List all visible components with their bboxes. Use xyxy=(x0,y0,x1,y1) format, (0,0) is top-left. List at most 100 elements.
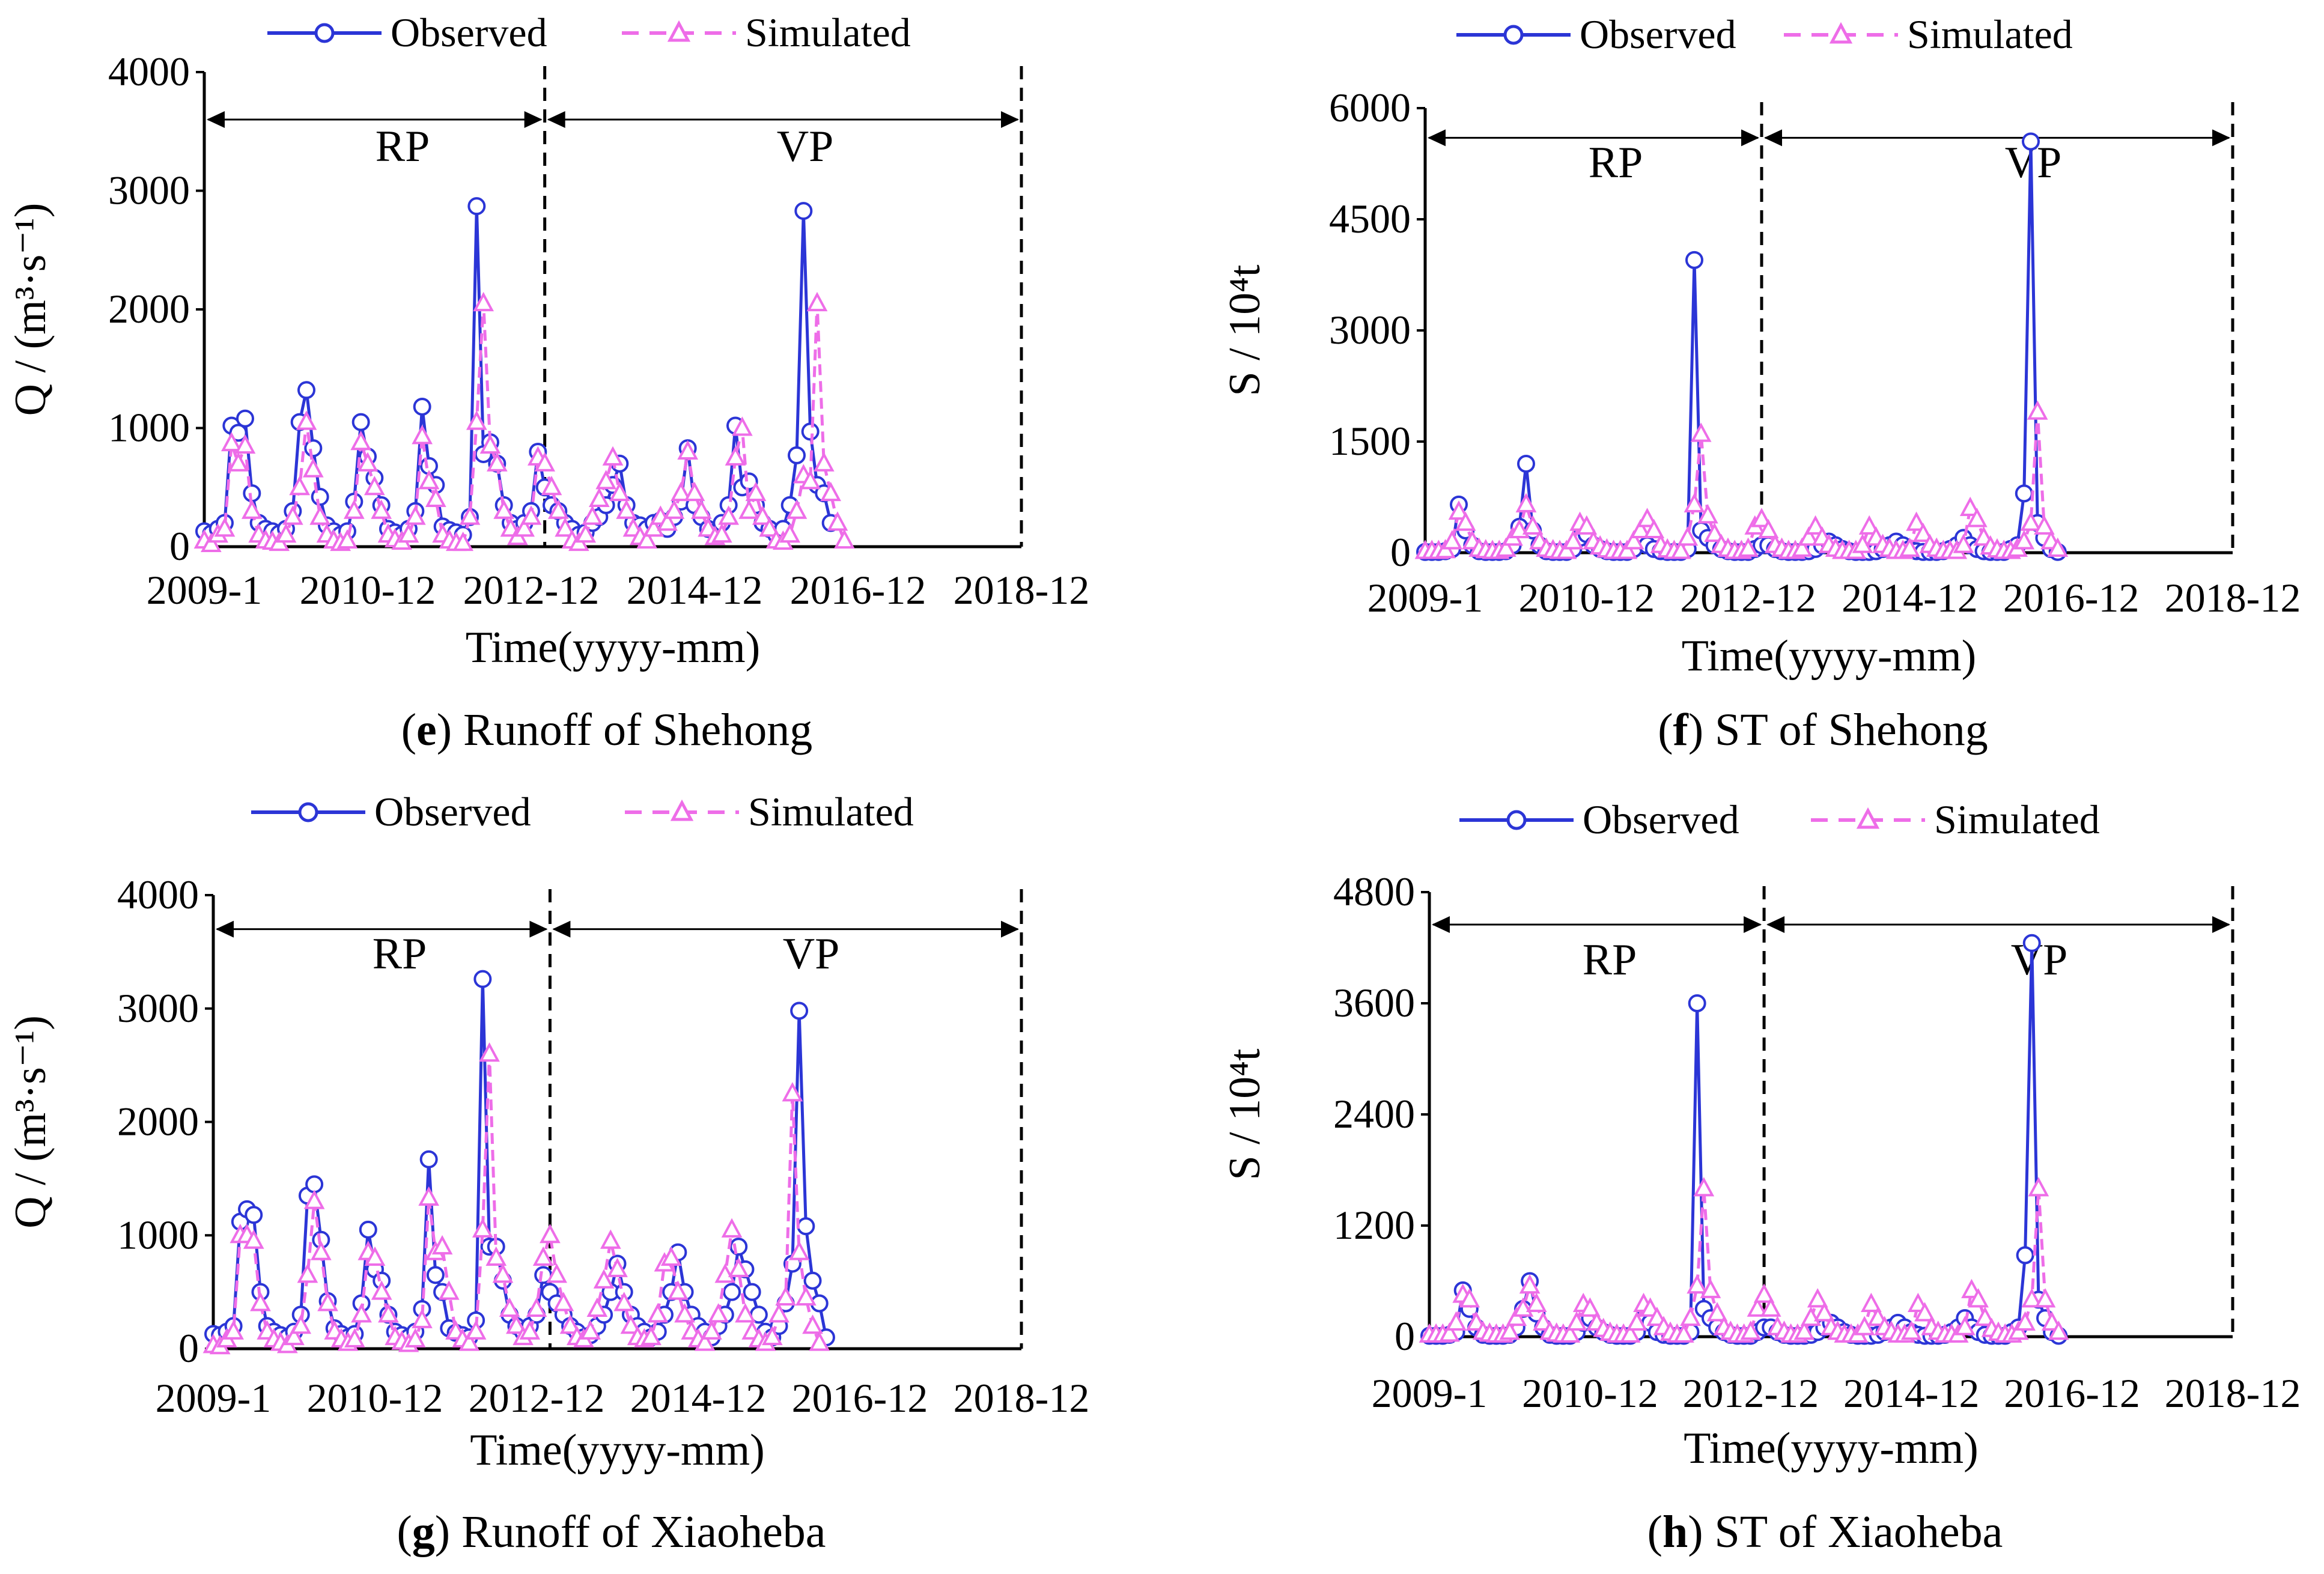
x-tick-label: 2018-12 xyxy=(2165,1370,2301,1416)
simulated-point xyxy=(1499,1320,1521,1340)
series-simulated xyxy=(193,291,855,553)
simulated-point xyxy=(1954,1316,1976,1335)
simulated-point xyxy=(1753,1283,1775,1303)
simulated-point xyxy=(486,452,508,472)
simulated-point xyxy=(580,1320,601,1340)
simulated-point xyxy=(465,1320,487,1340)
legend: Observed Simulated xyxy=(251,789,914,834)
simulated-point xyxy=(718,505,740,525)
simulated-point xyxy=(775,1286,797,1306)
simulated-point xyxy=(2013,530,2035,550)
simulated-point xyxy=(228,452,249,472)
observed-point xyxy=(467,197,486,216)
rp-arrow-right-head xyxy=(524,111,543,128)
simulated-point xyxy=(289,476,311,496)
simulated-point xyxy=(2048,1320,2069,1340)
observed-point xyxy=(426,1266,445,1284)
chart-e-svg: Observed Simulated 0 1000 2000 3000 4000 2009-1… xyxy=(6,10,1089,755)
x-tick-label: 2016-12 xyxy=(792,1375,928,1421)
y-tick-label: 4800 xyxy=(1333,869,1415,914)
simulated-point xyxy=(1515,493,1537,512)
legend-observed-marker xyxy=(1506,810,1527,830)
simulated-point xyxy=(1556,539,1577,559)
simulated-point xyxy=(779,523,801,543)
simulated-point xyxy=(290,1314,312,1334)
x-tick-label: 2016-12 xyxy=(790,567,926,613)
simulated-point xyxy=(1495,537,1516,557)
vp-label: VP xyxy=(777,122,834,171)
simulated-point xyxy=(2021,1288,2043,1308)
simulated-point xyxy=(600,1229,621,1249)
panel-caption: (h) ST of Xiaoheba xyxy=(1647,1507,2003,1557)
simulated-point xyxy=(1441,530,1463,550)
simulated-point xyxy=(1697,504,1718,524)
simulated-point xyxy=(412,425,433,445)
x-tick-label: 2018-12 xyxy=(2165,575,2301,621)
simulated-point xyxy=(694,1331,716,1351)
chart-panel-e: Observed Simulated 0 1000 2000 3000 4000 2009-1… xyxy=(0,0,1162,787)
simulated-point xyxy=(336,529,358,549)
simulated-point xyxy=(540,1224,561,1244)
simulated-point xyxy=(1623,530,1644,550)
simulated-point xyxy=(1807,1288,1828,1308)
simulated-point xyxy=(1522,515,1544,535)
observed-point xyxy=(723,1283,741,1301)
simulated-point xyxy=(398,523,419,543)
series-observed xyxy=(204,970,835,1347)
simulated-point xyxy=(1690,422,1712,442)
simulated-point xyxy=(607,1257,628,1277)
observed-point xyxy=(1517,455,1535,473)
simulated-point xyxy=(303,1190,325,1209)
x-axis-label: Time(yyyy-mm) xyxy=(466,623,761,672)
simulated-point xyxy=(1566,1311,1587,1331)
simulated-point xyxy=(404,1328,426,1348)
simulated-point xyxy=(1798,526,1819,546)
caption-text: ) ST of Xiaoheba xyxy=(1688,1507,2003,1557)
simulated-point xyxy=(2008,1320,2029,1340)
simulated-point xyxy=(302,458,324,478)
simulated-point xyxy=(485,1246,507,1266)
simulated-point xyxy=(1670,539,1691,559)
simulated-point xyxy=(1448,500,1470,520)
simulated-point xyxy=(282,505,303,525)
x-axis-label: Time(yyyy-mm) xyxy=(1684,1424,1979,1473)
simulated-point xyxy=(378,1303,399,1323)
simulated-point xyxy=(1793,1320,1815,1340)
observed-point xyxy=(311,488,329,506)
y-tick-label: 3000 xyxy=(108,168,190,213)
simulated-point xyxy=(1680,1306,1701,1326)
simulated-point xyxy=(250,1292,271,1311)
simulated-point xyxy=(526,1297,547,1317)
observed-point xyxy=(743,1283,761,1301)
simulated-point xyxy=(806,291,828,312)
simulated-point xyxy=(1693,1177,1715,1197)
simulated-point xyxy=(1861,1292,1882,1313)
simulated-point xyxy=(284,1325,305,1346)
simulated-point xyxy=(350,430,372,451)
simulated-point xyxy=(800,470,821,490)
simulated-point xyxy=(731,416,753,436)
y-tick-label: 0 xyxy=(178,1325,199,1371)
simulated-point xyxy=(668,1280,689,1300)
simulated-point xyxy=(1706,1302,1728,1322)
simulated-point xyxy=(1912,522,1934,542)
simulated-point xyxy=(559,1314,581,1334)
legend-simulated-label: Simulated xyxy=(748,789,914,834)
simulated-point xyxy=(519,1320,541,1340)
simulated-point xyxy=(2034,515,2055,535)
vp-arrow-right-head xyxy=(2212,916,2230,933)
simulated-point xyxy=(425,487,446,507)
simulated-point xyxy=(761,1325,783,1346)
observed-point xyxy=(2022,934,2041,952)
x-axis-label: Time(yyyy-mm) xyxy=(470,1426,765,1475)
simulated-point xyxy=(418,1186,440,1206)
simulated-point xyxy=(586,1297,608,1317)
simulated-point xyxy=(714,1263,736,1283)
simulated-point xyxy=(309,505,331,525)
observed-point xyxy=(1688,994,1706,1012)
simulated-point xyxy=(1968,1288,1989,1308)
simulated-point xyxy=(1900,1320,1922,1340)
simulated-point xyxy=(553,1292,574,1311)
simulated-point xyxy=(351,1303,372,1323)
simulated-point xyxy=(214,517,236,537)
